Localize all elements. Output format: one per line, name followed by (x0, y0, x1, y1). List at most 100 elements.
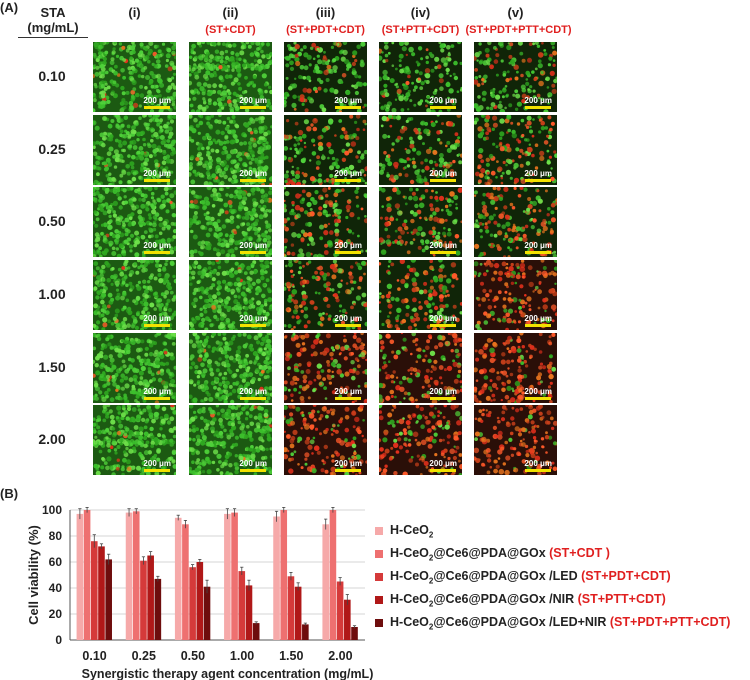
scale-bar: 200 μm (429, 387, 457, 400)
bar (182, 524, 189, 640)
column-label: (v) (507, 5, 524, 20)
x-tick-label: 1.00 (230, 649, 254, 663)
legend-therapy-label: (ST+PTT+CDT) (574, 592, 666, 606)
column-therapy-label: (ST+PDT+PTT+CDT) (465, 24, 572, 36)
fluorescence-micrograph: 200 μm (474, 405, 557, 475)
legend-therapy-label: (ST+PDT+PTT+CDT) (606, 615, 731, 629)
y-tick-label: 40 (49, 581, 63, 595)
scale-bar-line (335, 469, 362, 472)
scale-bar-label: 200 μm (334, 459, 362, 468)
column-label: (i) (128, 5, 141, 20)
scale-bar-label: 200 μm (239, 314, 267, 323)
legend-series-name: H-CeO2@Ce6@PDA@GOx (390, 546, 546, 563)
legend-entry: H-CeO2@Ce6@PDA@GOx /LED+NIR (ST+PDT+PTT+… (375, 615, 730, 632)
scale-bar-label: 200 μm (334, 96, 362, 105)
scale-bar-line (430, 251, 457, 254)
scale-bar-line (240, 106, 267, 109)
bar (154, 578, 162, 640)
scale-bar-label: 200 μm (239, 241, 267, 250)
fluorescence-micrograph: 200 μm (93, 333, 176, 403)
scale-bar: 200 μm (239, 387, 267, 400)
scale-bar: 200 μm (334, 169, 362, 182)
bar (322, 524, 330, 640)
sta-title: STA (40, 5, 66, 20)
fluorescence-micrograph: 200 μm (379, 42, 462, 112)
fluorescence-micrograph: 200 μm (474, 42, 557, 112)
bar (336, 581, 344, 640)
scale-bar: 200 μm (524, 96, 552, 109)
bar (224, 513, 231, 640)
scale-bar-line (525, 397, 552, 400)
scale-bar: 200 μm (334, 314, 362, 327)
scale-bar: 200 μm (334, 459, 362, 472)
scale-bar-label: 200 μm (429, 169, 457, 178)
scale-bar-label: 200 μm (524, 387, 552, 396)
scale-bar-line (525, 469, 552, 472)
scale-bar-line (525, 179, 552, 182)
scale-bar-line (430, 469, 457, 472)
bar (140, 560, 147, 640)
fluorescence-micrograph: 200 μm (93, 405, 176, 475)
scale-bar-line (525, 251, 552, 254)
bar (125, 512, 133, 640)
x-tick-label: 1.50 (279, 649, 303, 663)
column-therapy-label: (ST+PDT+CDT) (286, 24, 365, 36)
scale-bar: 200 μm (143, 314, 171, 327)
scale-bar: 200 μm (429, 169, 457, 182)
scale-bar-line (335, 324, 362, 327)
fluorescence-micrograph: 200 μm (474, 115, 557, 185)
scale-bar-label: 200 μm (143, 169, 171, 178)
bar (189, 567, 196, 640)
legend-series-name: H-CeO2 (390, 523, 434, 540)
bar (280, 510, 288, 640)
scale-bar: 200 μm (524, 314, 552, 327)
row-concentration-label: 2.00 (38, 431, 66, 447)
fluorescence-micrograph: 200 μm (189, 42, 272, 112)
x-tick-label: 0.50 (181, 649, 205, 663)
y-tick-label: 80 (49, 529, 63, 543)
panel-a-letter: (A) (0, 0, 19, 15)
fluorescence-micrograph: 200 μm (189, 115, 272, 185)
fluorescence-micrograph: 200 μm (284, 333, 367, 403)
scale-bar: 200 μm (239, 169, 267, 182)
bar (147, 555, 154, 640)
bar (238, 571, 246, 640)
fluorescence-micrograph: 200 μm (474, 187, 557, 257)
bar (302, 624, 309, 640)
scale-bar-line (240, 179, 267, 182)
row-concentration-label: 0.50 (38, 213, 66, 229)
scale-bar-line (430, 106, 457, 109)
legend-entry: H-CeO2@Ce6@PDA@GOx /LED (ST+PDT+CDT) (375, 569, 671, 586)
scale-bar: 200 μm (239, 314, 267, 327)
bar (273, 516, 280, 640)
scale-bar: 200 μm (239, 241, 267, 254)
legend-swatch (375, 572, 383, 581)
scale-bar-label: 200 μm (429, 96, 457, 105)
scale-bar-label: 200 μm (239, 169, 267, 178)
scale-bar-line (430, 324, 457, 327)
scale-bar-line (240, 251, 267, 254)
legend-swatch (375, 549, 383, 558)
fluorescence-micrograph: 200 μm (284, 42, 367, 112)
y-tick-label: 100 (42, 503, 62, 517)
fluorescence-micrograph: 200 μm (93, 260, 176, 330)
scale-bar-label: 200 μm (334, 314, 362, 323)
scale-bar: 200 μm (429, 96, 457, 109)
scale-bar-line (335, 106, 362, 109)
row-concentration-label: 1.50 (38, 359, 66, 375)
legend-series-name: H-CeO2@Ce6@PDA@GOx /LED (390, 569, 578, 586)
scale-bar-label: 200 μm (429, 241, 457, 250)
column-label: (ii) (222, 5, 239, 20)
legend-entry: H-CeO2@Ce6@PDA@GOx (ST+CDT ) (375, 546, 610, 563)
column-therapy-label: (ST+PTT+CDT) (381, 24, 460, 36)
fluorescence-micrograph: 200 μm (189, 260, 272, 330)
legend-swatch (375, 595, 383, 604)
scale-bar-line (430, 179, 457, 182)
x-tick-label: 0.10 (82, 649, 106, 663)
scale-bar-line (144, 251, 171, 254)
column-label: (iii) (315, 5, 336, 20)
bar (344, 599, 351, 640)
y-tick-label: 20 (49, 607, 63, 621)
fluorescence-micrograph: 200 μm (379, 115, 462, 185)
column-therapy-label: (ST+CDT) (205, 24, 256, 36)
